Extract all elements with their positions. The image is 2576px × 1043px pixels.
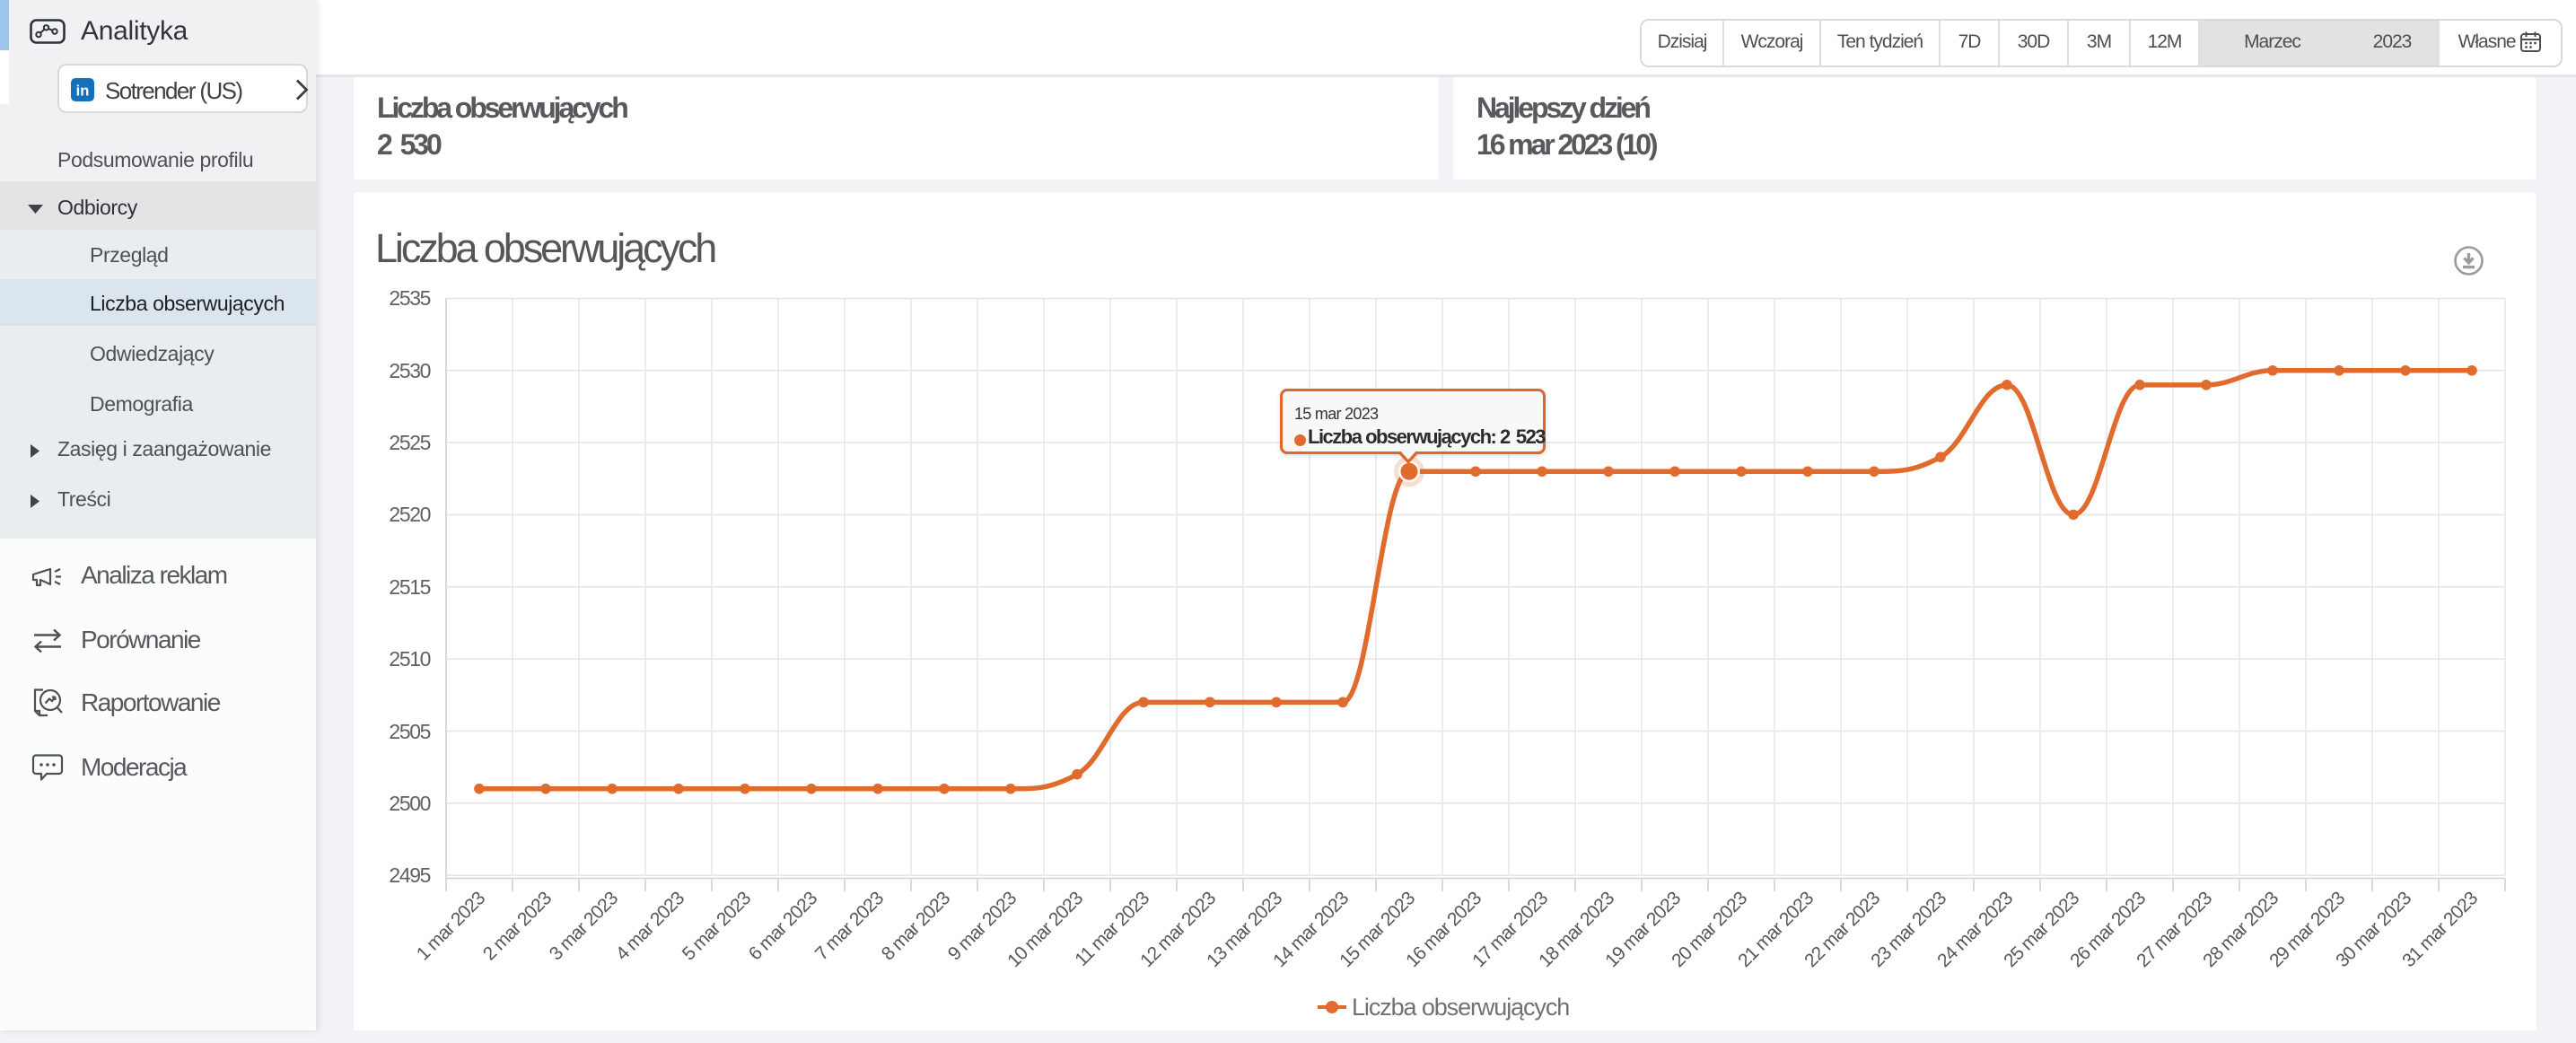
svg-text:in: in	[76, 83, 90, 100]
